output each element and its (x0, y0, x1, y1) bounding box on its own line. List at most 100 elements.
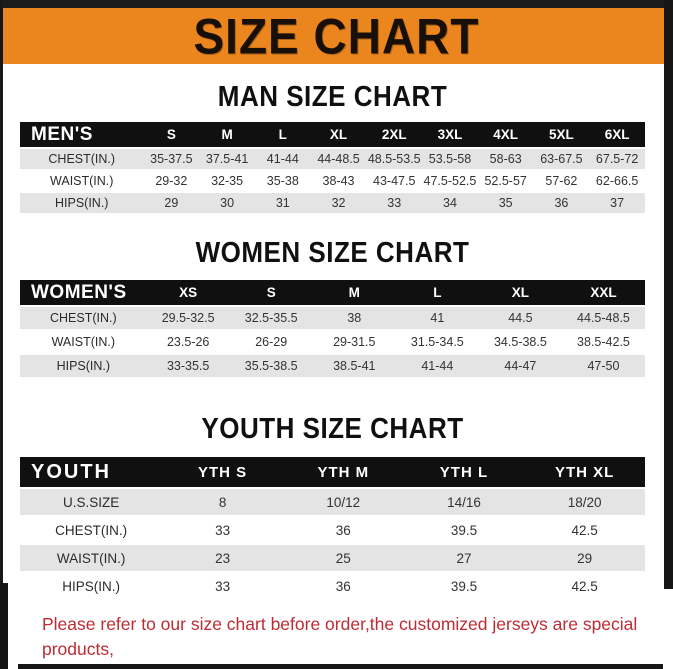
size-column-header: 3XL (422, 122, 478, 147)
measurement-row: CHEST(IN.) 29.5-32.5 32.5-35.5 38 41 44.5 44.5… (20, 307, 645, 329)
left-frame-bar (0, 0, 3, 669)
size-value-cell: 43-47.5 (366, 171, 423, 191)
size-value-cell: 38.5-41 (312, 355, 396, 377)
measurement-row: CHEST(IN.) 35-37.5 37.5-41 41-44 44-48.5 48.5… (20, 149, 645, 169)
size-value-cell: 48.5-53.5 (366, 149, 423, 169)
measurement-row: WAIST(IN.) 23.5-26 26-29 29-31.5 31.5-34.5 34… (20, 331, 645, 353)
size-value-cell: 29-31.5 (312, 331, 396, 353)
bottom-left-frame-bar (0, 583, 8, 669)
size-value-cell: 33 (162, 517, 283, 543)
measurement-label: CHEST(IN.) (20, 517, 163, 543)
size-column-header: 2XL (366, 122, 423, 147)
measurement-label: HIPS(IN.) (20, 193, 144, 213)
size-column-header: XL (478, 280, 562, 305)
measurement-label: U.S.SIZE (20, 489, 163, 515)
size-value-cell: 34 (422, 193, 478, 213)
size-column-header: S (229, 280, 313, 305)
size-column-header: M (312, 280, 396, 305)
size-value-cell: 33 (366, 193, 423, 213)
size-value-cell: 14/16 (403, 489, 525, 515)
size-column-header: S (143, 122, 200, 147)
youth-size-table: YOUTH YTH S YTH M YTH L YTH XL U.S.SIZE 8 10/1… (20, 455, 645, 601)
size-column-header: 5XL (533, 122, 590, 147)
size-value-cell: 23.5-26 (146, 331, 230, 353)
size-value-cell: 35-37.5 (143, 149, 200, 169)
size-value-cell: 31.5-34.5 (395, 331, 479, 353)
size-value-cell: 32-35 (199, 171, 255, 191)
size-value-cell: 35-38 (254, 171, 311, 191)
size-value-cell: 42.5 (524, 573, 645, 599)
size-column-header: YTH S (162, 457, 283, 487)
size-value-cell: 44.5 (478, 307, 562, 329)
size-value-cell: 58-63 (477, 149, 534, 169)
size-column-header: YTH M (282, 457, 404, 487)
measurement-label: HIPS(IN.) (20, 573, 163, 599)
size-value-cell: 53.5-58 (422, 149, 478, 169)
size-value-cell: 39.5 (403, 517, 525, 543)
size-value-cell: 38 (312, 307, 396, 329)
size-value-cell: 29 (143, 193, 200, 213)
size-column-header: M (199, 122, 255, 147)
size-column-header: XS (146, 280, 230, 305)
size-value-cell: 29.5-32.5 (146, 307, 230, 329)
size-value-cell: 67.5-72 (589, 149, 645, 169)
size-value-cell: 33 (162, 573, 283, 599)
size-value-cell: 29-32 (143, 171, 200, 191)
man-size-chart-heading: MAN SIZE CHART (217, 79, 448, 113)
measurement-label: HIPS(IN.) (20, 355, 147, 377)
size-value-cell: 36 (533, 193, 590, 213)
size-value-cell: 41-44 (254, 149, 311, 169)
size-value-cell: 62-66.5 (589, 171, 645, 191)
size-value-cell: 47-50 (561, 355, 645, 377)
youth-size-chart-heading: YOUTH SIZE CHART (201, 411, 464, 445)
size-value-cell: 35 (477, 193, 534, 213)
right-frame-bar (664, 0, 673, 589)
size-value-cell: 42.5 (524, 517, 645, 543)
measurement-label: CHEST(IN.) (20, 149, 144, 169)
size-value-cell: 31 (254, 193, 311, 213)
size-value-cell: 39.5 (403, 573, 525, 599)
size-column-header: XXL (561, 280, 645, 305)
bottom-frame-bar (18, 664, 663, 669)
size-value-cell: 63-67.5 (533, 149, 590, 169)
measurement-row: HIPS(IN.) 29 30 31 32 33 34 35 36 37 (20, 193, 645, 213)
size-value-cell: 33-35.5 (146, 355, 230, 377)
measurement-row: U.S.SIZE 8 10/12 14/16 18/20 (20, 489, 645, 515)
table-header-row: YOUTH YTH S YTH M YTH L YTH XL (20, 457, 645, 487)
size-value-cell: 32.5-35.5 (229, 307, 313, 329)
size-value-cell: 36 (282, 517, 404, 543)
size-value-cell: 18/20 (524, 489, 645, 515)
size-value-cell: 37.5-41 (199, 149, 255, 169)
size-value-cell: 41-44 (395, 355, 479, 377)
table-header-row: WOMEN'S XS S M L XL XXL (20, 280, 645, 305)
size-column-header: YTH XL (524, 457, 645, 487)
size-value-cell: 32 (310, 193, 367, 213)
top-frame-bar (0, 0, 673, 8)
size-value-cell: 52.5-57 (477, 171, 534, 191)
table-header-row: MEN'S S M L XL 2XL 3XL 4XL 5XL 6XL (20, 122, 645, 147)
size-column-header: L (395, 280, 479, 305)
page-title: SIZE CHART (193, 7, 480, 65)
title-banner: SIZE CHART (0, 8, 673, 64)
size-value-cell: 44-48.5 (310, 149, 367, 169)
measurement-row: HIPS(IN.) 33 36 39.5 42.5 (20, 573, 645, 599)
size-value-cell: 34.5-38.5 (478, 331, 562, 353)
size-value-cell: 23 (162, 545, 283, 571)
table-title-cell: WOMEN'S (20, 280, 147, 305)
size-value-cell: 25 (282, 545, 404, 571)
size-value-cell: 35.5-38.5 (229, 355, 313, 377)
size-value-cell: 44.5-48.5 (561, 307, 645, 329)
size-value-cell: 44-47 (478, 355, 562, 377)
disclaimer-line-1: Please refer to our size chart before or… (42, 614, 638, 659)
table-title-cell: YOUTH (20, 457, 163, 487)
measurement-label: WAIST(IN.) (20, 545, 163, 571)
measurement-row: HIPS(IN.) 33-35.5 35.5-38.5 38.5-41 41-44 44-… (20, 355, 645, 377)
size-value-cell: 47.5-52.5 (422, 171, 478, 191)
size-value-cell: 41 (395, 307, 479, 329)
size-value-cell: 38-43 (310, 171, 367, 191)
size-value-cell: 8 (162, 489, 283, 515)
size-value-cell: 36 (282, 573, 404, 599)
size-value-cell: 29 (524, 545, 645, 571)
size-value-cell: 57-62 (533, 171, 590, 191)
